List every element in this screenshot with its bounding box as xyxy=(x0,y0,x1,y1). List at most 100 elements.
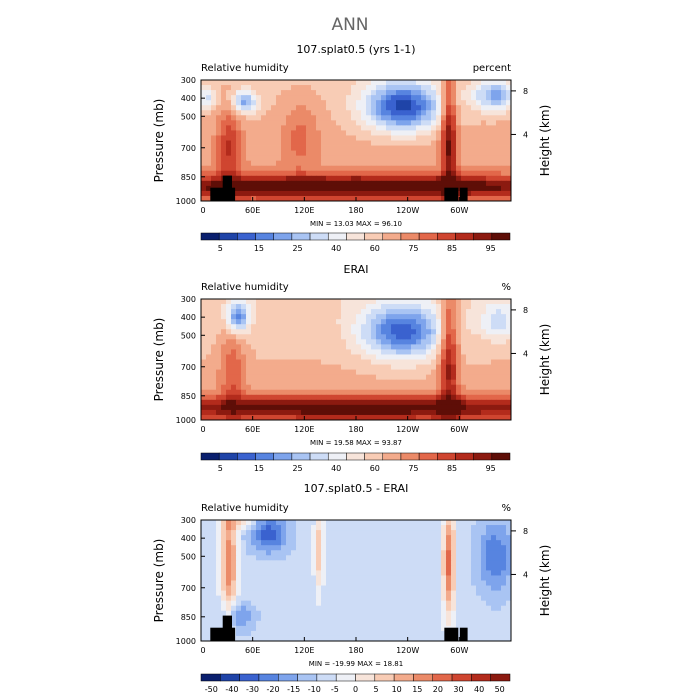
heatmap-cell xyxy=(406,319,412,325)
heatmap-cell xyxy=(346,190,352,197)
heatmap-cell xyxy=(421,580,427,586)
heatmap-cell xyxy=(486,545,492,551)
heatmap-cell xyxy=(211,110,217,116)
heatmap-cell xyxy=(476,560,482,566)
heatmap-cell xyxy=(306,125,312,131)
heatmap-cell xyxy=(421,329,427,335)
heatmap-cell xyxy=(346,545,352,551)
heatmap-cell xyxy=(226,570,232,576)
heatmap-cell xyxy=(286,560,292,566)
heatmap-cell xyxy=(486,175,492,182)
units-label: percent xyxy=(473,63,511,74)
heatmap-cell xyxy=(486,590,492,597)
heatmap-cell xyxy=(456,115,462,121)
heatmap-cell xyxy=(371,95,377,101)
heatmap-cell xyxy=(246,590,252,597)
heatmap-cell xyxy=(351,80,357,86)
heatmap-cell xyxy=(341,369,347,376)
heatmap-cell xyxy=(446,610,452,617)
heatmap-cell xyxy=(436,135,442,141)
heatmap-cell xyxy=(471,379,477,386)
heatmap-cell xyxy=(376,150,382,157)
heatmap-cell xyxy=(396,299,402,305)
heatmap-cell xyxy=(411,610,417,617)
heatmap-cell xyxy=(261,130,267,136)
heatmap-cell xyxy=(301,625,307,632)
heatmap-cell xyxy=(256,115,262,121)
heatmap-cell xyxy=(276,160,282,167)
heatmap-cell xyxy=(411,329,417,335)
heatmap-cell xyxy=(306,130,312,136)
heatmap-cell xyxy=(391,339,397,345)
heatmap-cell xyxy=(366,344,372,350)
heatmap-cell xyxy=(371,115,377,121)
heatmap-cell xyxy=(296,304,302,310)
heatmap-cell xyxy=(296,130,302,136)
heatmap-cell xyxy=(316,195,322,202)
heatmap-cell xyxy=(246,525,252,531)
heatmap-cell xyxy=(426,130,432,136)
heatmap-cell xyxy=(256,625,262,632)
heatmap-cell xyxy=(496,190,502,197)
heatmap-cell xyxy=(266,620,272,627)
heatmap-cell xyxy=(221,304,227,310)
heatmap-cell xyxy=(491,364,497,370)
heatmap-cell xyxy=(361,575,367,581)
heatmap-cell xyxy=(501,389,507,396)
heatmap-cell xyxy=(321,625,327,632)
heatmap-cell xyxy=(476,540,482,546)
heatmap-cell xyxy=(251,180,257,187)
heatmap-cell xyxy=(496,615,502,622)
heatmap-cell xyxy=(386,625,392,632)
heatmap-cell xyxy=(471,175,477,182)
heatmap-cell xyxy=(266,399,272,406)
y2-tick-label: 4 xyxy=(523,130,528,139)
heatmap-cell xyxy=(281,329,287,335)
heatmap-cell xyxy=(411,175,417,182)
heatmap-cell xyxy=(346,344,352,350)
heatmap-cell xyxy=(416,185,422,192)
heatmap-cell xyxy=(476,309,482,315)
heatmap-cell xyxy=(426,140,432,146)
heatmap-cell xyxy=(346,195,352,202)
heatmap-cell xyxy=(466,384,472,391)
heatmap-cell xyxy=(251,540,257,546)
heatmap-cell xyxy=(376,339,382,345)
heatmap-cell xyxy=(211,359,217,365)
heatmap-cell xyxy=(471,369,477,376)
heatmap-cell xyxy=(261,170,267,177)
heatmap-cell xyxy=(346,329,352,335)
heatmap-cell xyxy=(241,620,247,627)
heatmap-cell xyxy=(426,145,432,151)
heatmap-cell xyxy=(301,404,307,411)
heatmap-cell xyxy=(281,90,287,96)
heatmap-cell xyxy=(336,600,342,607)
heatmap-cell xyxy=(441,309,447,315)
heatmap-cell xyxy=(286,625,292,632)
heatmap-cell xyxy=(506,625,512,632)
heatmap-cell xyxy=(451,85,457,91)
heatmap-cell xyxy=(491,369,497,376)
heatmap-cell xyxy=(401,110,407,116)
heatmap-cell xyxy=(396,110,402,116)
heatmap-cell xyxy=(431,90,437,96)
heatmap-cell xyxy=(451,595,457,602)
heatmap-cell xyxy=(216,535,222,541)
heatmap-cell xyxy=(496,394,502,401)
heatmap-cell xyxy=(321,314,327,320)
heatmap-cell xyxy=(371,585,377,591)
heatmap-cell xyxy=(461,319,467,325)
heatmap-cell xyxy=(436,180,442,187)
heatmap-cell xyxy=(441,175,447,182)
heatmap-cell xyxy=(491,160,497,167)
heatmap-cell xyxy=(496,635,502,642)
heatmap-cell xyxy=(451,80,457,86)
heatmap-cell xyxy=(391,165,397,172)
heatmap-cell xyxy=(386,389,392,396)
heatmap-cell xyxy=(476,580,482,586)
heatmap-cell xyxy=(401,115,407,121)
heatmap-cell xyxy=(261,600,267,607)
heatmap-cell xyxy=(241,384,247,391)
heatmap-cell xyxy=(506,105,512,111)
heatmap-cell xyxy=(246,140,252,146)
